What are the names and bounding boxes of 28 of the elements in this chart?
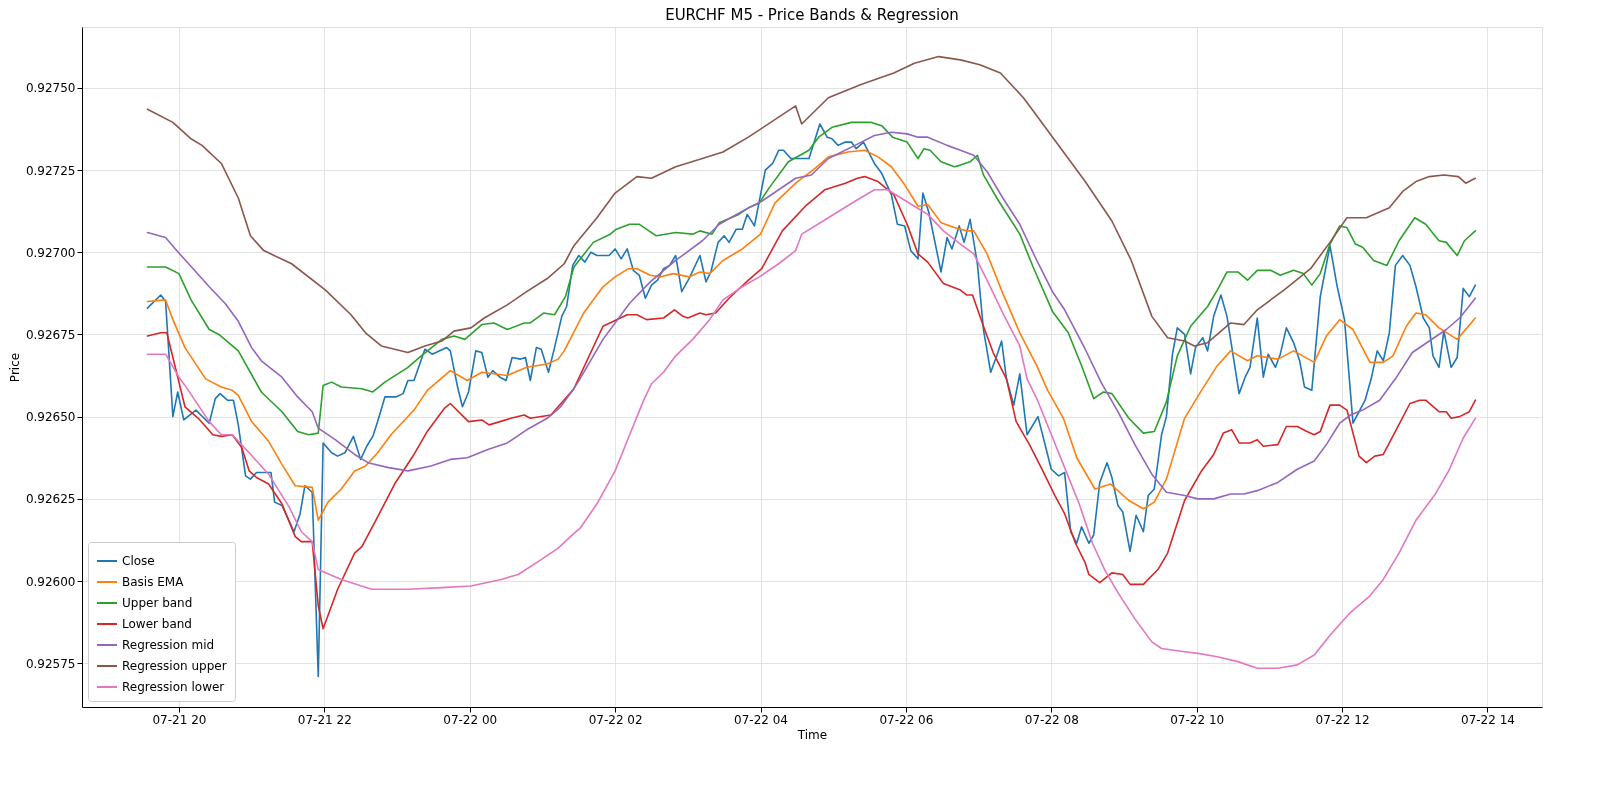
x-tick-label: 07-22 06 bbox=[879, 712, 934, 727]
y-tick-label: 0.92625 bbox=[25, 492, 76, 507]
y-tick-label: 0.92600 bbox=[25, 574, 76, 589]
y-tick-label: 0.92575 bbox=[25, 656, 76, 671]
y-tick-label: 0.92750 bbox=[25, 81, 76, 96]
x-tick-label: 07-21 22 bbox=[297, 712, 352, 727]
legend-label: Close bbox=[122, 554, 155, 568]
x-tick-label: 07-22 14 bbox=[1461, 712, 1515, 727]
y-tick-label: 0.92675 bbox=[25, 327, 76, 342]
x-tick-label: 07-22 04 bbox=[734, 712, 788, 727]
y-tick-label: 0.92725 bbox=[25, 163, 76, 178]
legend-label: Regression upper bbox=[122, 659, 227, 673]
y-axis-title: Price bbox=[7, 352, 22, 383]
y-tick-label: 0.92650 bbox=[25, 410, 76, 425]
y-tick-label: 0.92700 bbox=[25, 245, 76, 260]
x-tick-label: 07-22 10 bbox=[1170, 712, 1225, 727]
x-tick-label: 07-22 12 bbox=[1315, 712, 1370, 727]
x-tick-label: 07-21 20 bbox=[152, 712, 207, 727]
x-tick-label: 07-22 08 bbox=[1024, 712, 1079, 727]
legend-label: Regression mid bbox=[122, 638, 215, 652]
legend-label: Regression lower bbox=[122, 680, 225, 694]
x-axis-title: Time bbox=[796, 727, 828, 742]
x-tick-label: 07-22 00 bbox=[443, 712, 498, 727]
chart-title: EURCHF M5 - Price Bands & Regression bbox=[665, 6, 959, 24]
x-tick-label: 07-22 02 bbox=[588, 712, 643, 727]
legend-label: Basis EMA bbox=[122, 575, 185, 589]
legend-label: Upper band bbox=[122, 596, 193, 610]
legend-label: Lower band bbox=[122, 617, 192, 631]
